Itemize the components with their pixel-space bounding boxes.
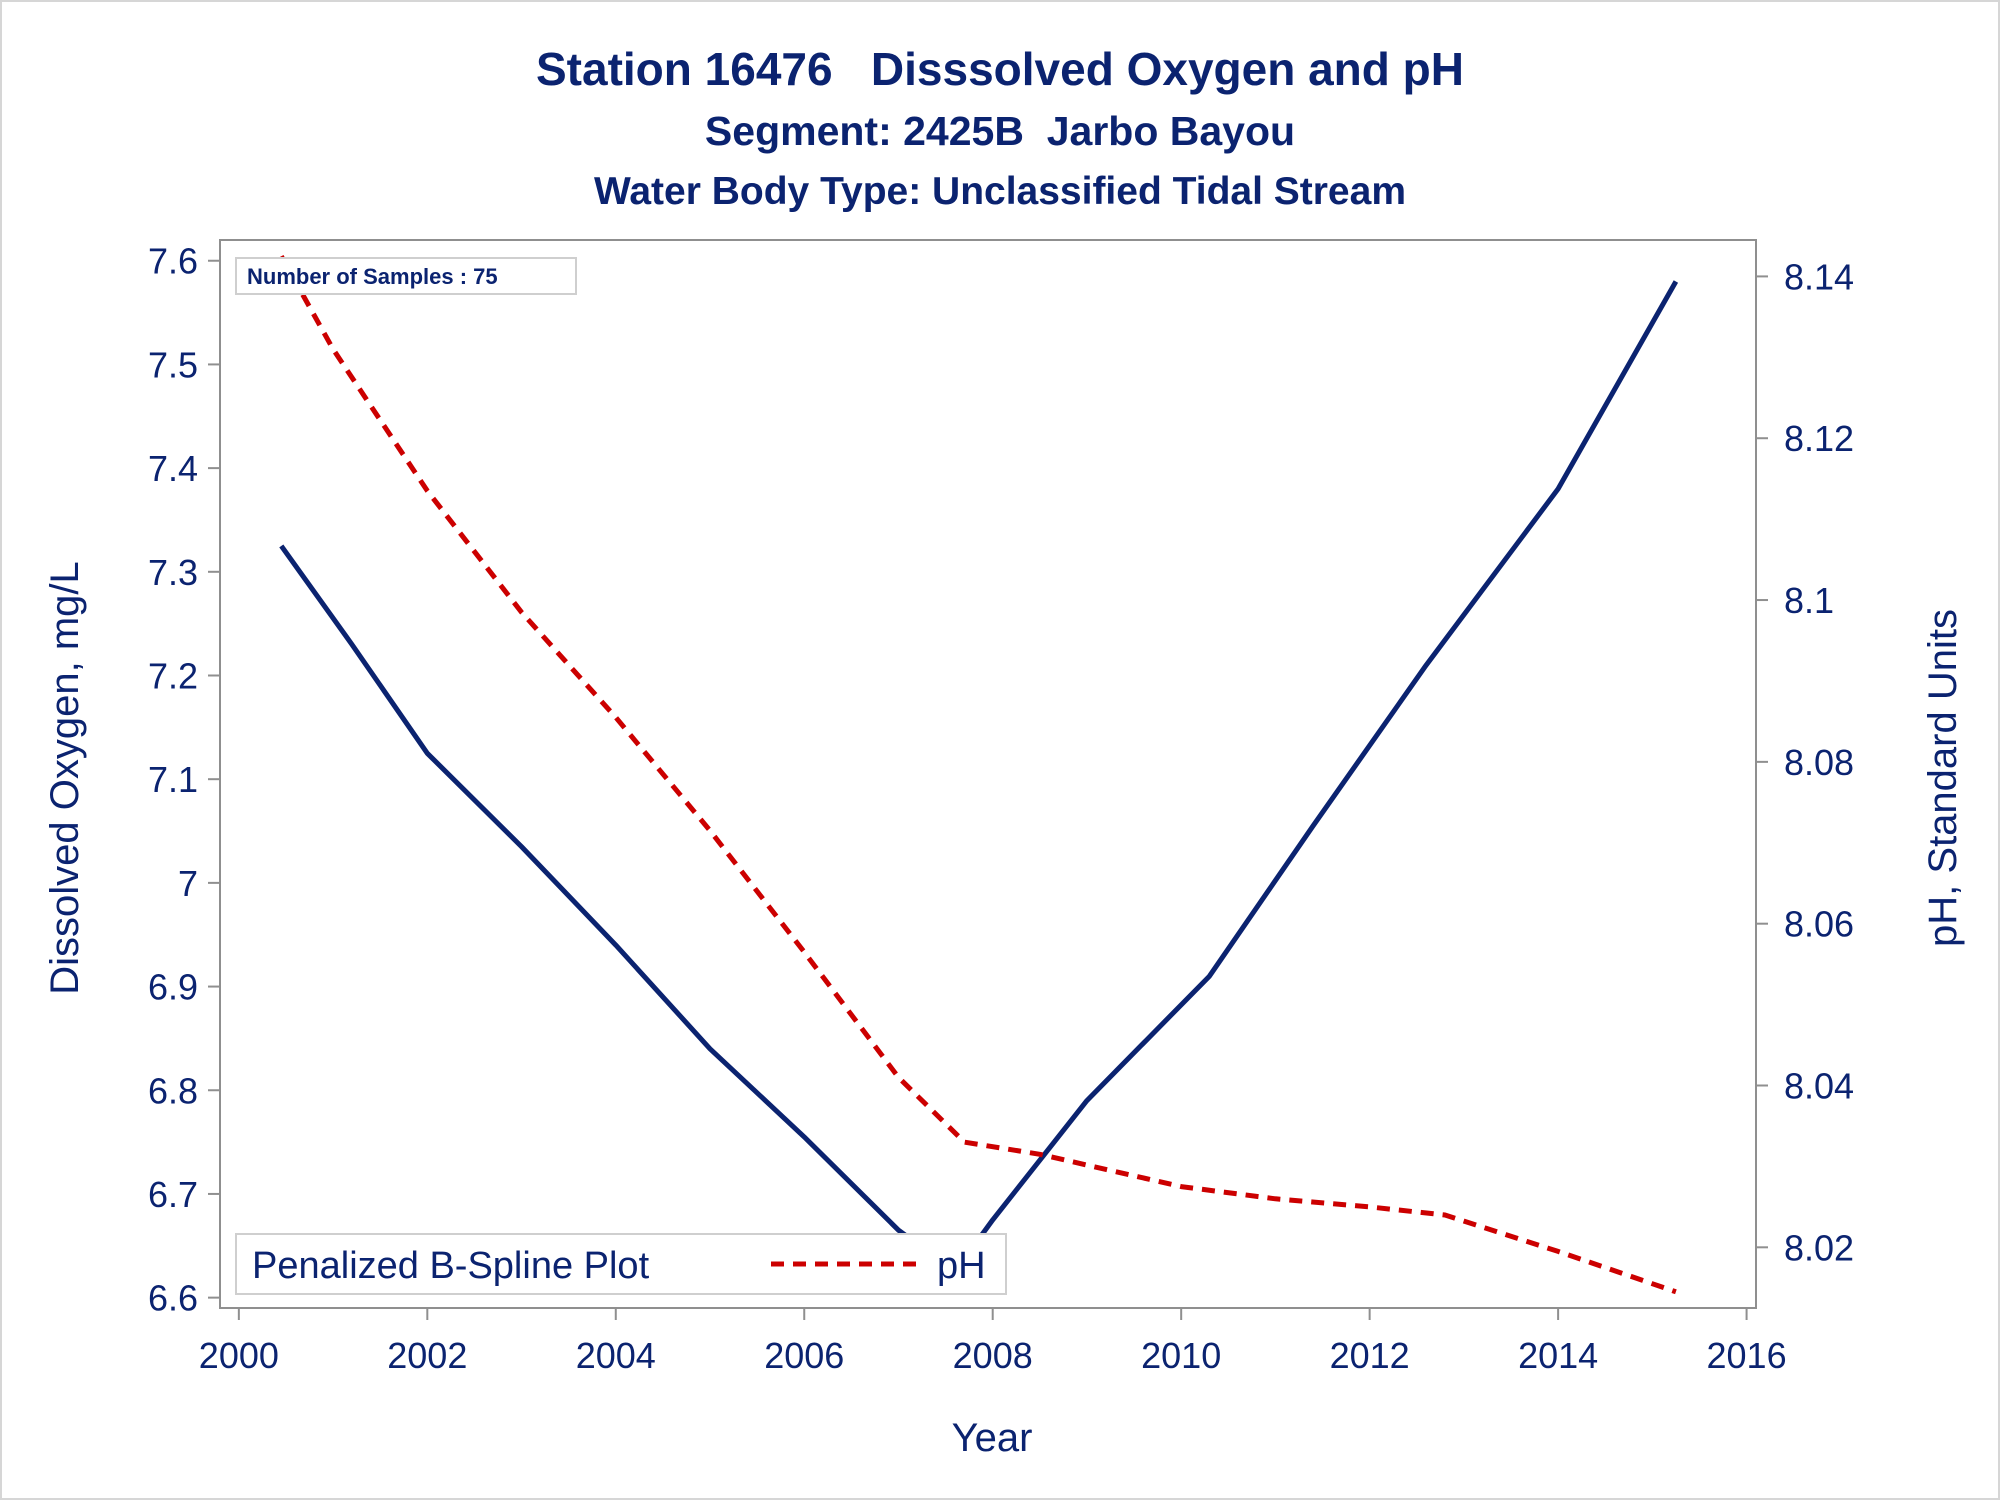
series-line-ph	[279, 254, 1677, 1295]
plot-area-border	[219, 239, 1757, 1309]
series-layer	[279, 254, 1679, 1295]
y2-tick-label: 8.14	[1784, 256, 1854, 297]
y2-tick-label: 8.06	[1784, 904, 1854, 945]
x-tick-label: 2008	[953, 1335, 1033, 1376]
x-axis-label: Year	[952, 1416, 1033, 1460]
chart-title: Station 16476 Disssolved Oxygen and pH	[536, 43, 1464, 95]
y-tick-label: 7.4	[148, 448, 198, 489]
legend-box	[235, 1233, 1007, 1295]
x-tick-label: 2000	[199, 1335, 279, 1376]
sample-count-label: Number of Samples : 75	[247, 264, 498, 289]
y2-axis-label: pH, Standard Units	[1921, 609, 1965, 947]
legend-label-ph: pH	[937, 1245, 986, 1287]
legend-title: Penalized B-Spline Plot	[252, 1245, 650, 1287]
y-tick-label: 7.6	[148, 241, 198, 282]
axes-layer: 6.6 6.7 6.8 6.9 7 7.1 7.2 7.3 7.4 7.5 7.6 8.02 8.04 8…	[43, 239, 1965, 1460]
y2-tick-label: 8.04	[1784, 1066, 1854, 1107]
chart-subtitle-2: Water Body Type: Unclassified Tidal Stre…	[594, 170, 1406, 213]
x-tick-label: 2006	[764, 1335, 844, 1376]
y-tick-label: 6.6	[148, 1278, 198, 1319]
overlay-layer: Number of Samples : 75 Penalized B-Spline…	[235, 257, 1007, 1295]
y-axis-label: Dissolved Oxygen, mg/L	[43, 561, 87, 995]
y-tick-label: 7	[178, 863, 198, 904]
y-tick-label: 7.5	[148, 344, 198, 385]
series-line-dissolved-oxygen	[279, 280, 1679, 1275]
y2-tick-label: 8.1	[1784, 580, 1834, 621]
chart-subtitle: Segment: 2425B Jarbo Bayou	[704, 108, 1296, 154]
y-tick-label: 7.1	[148, 759, 198, 800]
x-tick-label: 2010	[1141, 1335, 1221, 1376]
y2-tick-label: 8.08	[1784, 742, 1854, 783]
x-tick-label: 2014	[1518, 1335, 1598, 1376]
y-tick-label: 7.2	[148, 655, 198, 696]
x-tick-label: 2004	[576, 1335, 656, 1376]
y2-tick-label: 8.02	[1784, 1227, 1854, 1268]
x-tick-label: 2012	[1330, 1335, 1410, 1376]
x-tick-label: 2016	[1707, 1335, 1787, 1376]
y2-tick-label: 8.12	[1784, 418, 1854, 459]
y-tick-label: 7.3	[148, 552, 198, 593]
y-tick-label: 6.7	[148, 1174, 198, 1215]
x-tick-label: 2002	[387, 1335, 467, 1376]
sample-count-box	[235, 257, 577, 295]
y-tick-label: 6.9	[148, 967, 198, 1008]
y-tick-label: 6.8	[148, 1070, 198, 1111]
